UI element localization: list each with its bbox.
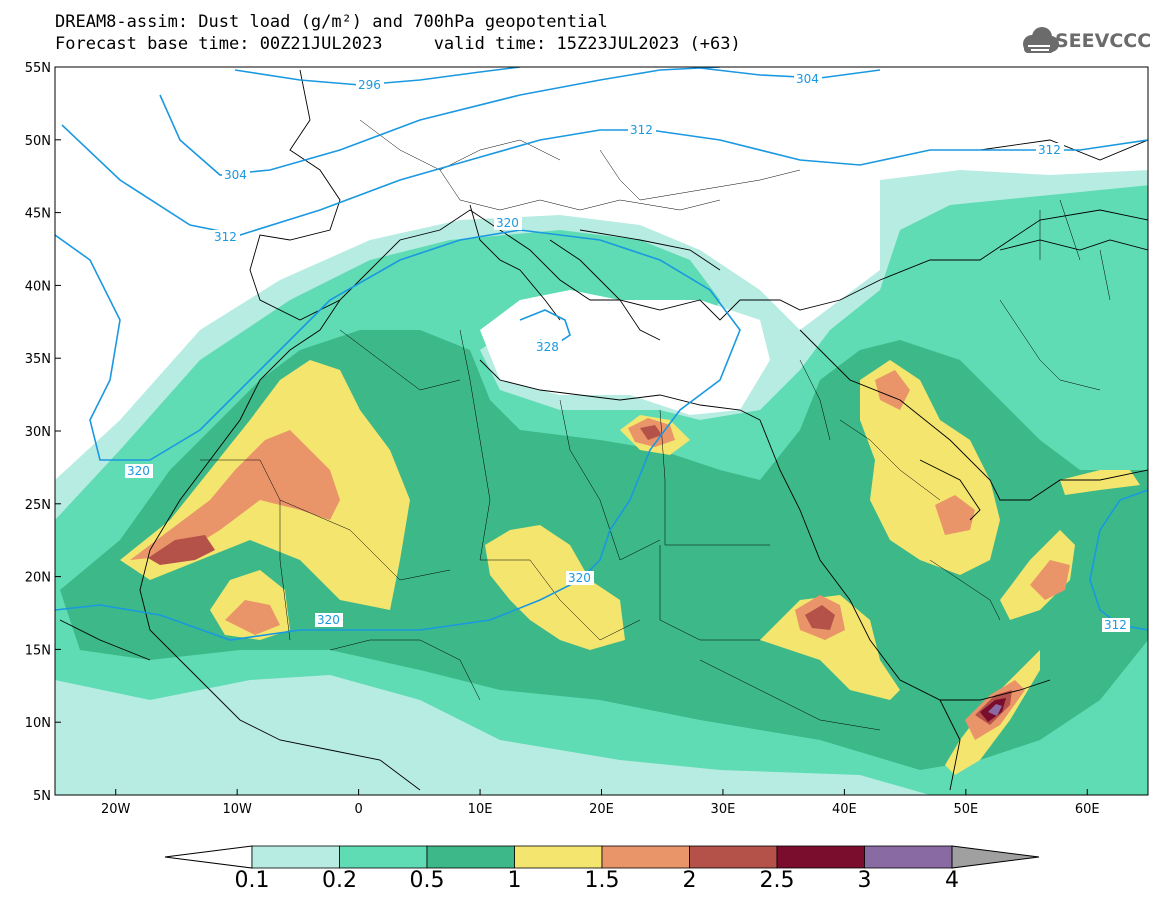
lon-tick-label: 50E [953, 802, 978, 817]
contour-labels: 296 304 304 312 312 312 320 320 320 320 … [125, 72, 1130, 632]
colorbar-label: 4 [945, 868, 959, 893]
colorbar-label: 3 [857, 868, 872, 893]
lat-tick-label: 30N [25, 425, 51, 440]
svg-text:312: 312 [630, 123, 653, 137]
colorbar-swatch [601, 845, 690, 869]
colorbar-swatch [514, 845, 603, 869]
svg-text:296: 296 [358, 78, 381, 92]
map-subtitle: Forecast base time: 00Z21JUL2023 valid t… [55, 34, 741, 54]
axis-ticks: 20W 10W 0 10E 20E 30E 40E 50E 60E 55N 50N 45N 40N 35N… [25, 61, 1100, 817]
svg-text:320: 320 [127, 464, 150, 478]
contour-304-east [699, 67, 881, 79]
lon-tick-label: 40E [832, 802, 857, 817]
dust-level-4-sudan [760, 595, 900, 700]
svg-text:320: 320 [317, 613, 340, 627]
dust-level-5-arabia-s [935, 495, 975, 535]
dust-level-6-west [148, 535, 215, 565]
contour-296 [234, 67, 521, 86]
colorbar-swatch [251, 845, 340, 869]
lon-tick-label: 10W [222, 802, 252, 817]
logo-text: SEEVCCC [1055, 30, 1152, 52]
dust-clear-africa-south [55, 680, 930, 795]
lat-tick-label: 15N [25, 643, 51, 658]
colorbar-label: 0.1 [234, 868, 270, 893]
lat-tick-label: 5N [33, 789, 51, 804]
lat-tick-label: 45N [25, 207, 51, 222]
colorbar-under-triangle [164, 845, 253, 869]
dust-level-6-sudan [805, 605, 835, 630]
colorbar-swatch [776, 845, 865, 869]
svg-text:312: 312 [1038, 143, 1061, 157]
cloud-icon [1023, 27, 1059, 53]
colorbar-label: 1.5 [584, 868, 620, 893]
contour-320 [55, 229, 741, 641]
coastlines [59, 69, 1148, 791]
dust-level-5-west [130, 430, 340, 560]
colorbar-label: 0.2 [322, 868, 357, 893]
contour-304-west [159, 67, 721, 176]
svg-text:304: 304 [224, 168, 247, 182]
dust-level-5-mali [225, 600, 280, 635]
dust-level-4-oman [1000, 530, 1075, 620]
svg-text:312: 312 [214, 230, 237, 244]
colorbar-swatch [864, 845, 953, 869]
map-title: DREAM8-assim: Dust load (g/m²) and 700hP… [55, 12, 608, 32]
lon-tick-label: 0 [354, 802, 362, 817]
lat-tick-label: 55N [25, 61, 51, 76]
svg-text:328: 328 [536, 340, 559, 354]
lat-tick-label: 20N [25, 571, 51, 586]
colorbar-over-triangle [951, 845, 1040, 869]
lat-tick-label: 40N [25, 279, 51, 294]
dust-clear-mediterranean [480, 290, 770, 415]
dust-level-5-arabia [875, 370, 910, 410]
colorbar-label: 2 [682, 868, 697, 893]
lat-tick-label: 35N [25, 352, 51, 367]
dust-field [55, 170, 1148, 795]
svg-text:320: 320 [496, 216, 519, 230]
lon-tick-label: 30E [711, 802, 736, 817]
svg-text:304: 304 [796, 72, 819, 86]
svg-text:312: 312 [1104, 618, 1127, 632]
colorbar-swatch [339, 845, 428, 869]
lat-tick-label: 25N [25, 498, 51, 513]
lat-tick-label: 50N [25, 134, 51, 149]
colorbar-label: 1 [507, 868, 522, 893]
dust-level-4-chad [485, 525, 625, 650]
colorbar-label: 0.5 [409, 868, 445, 893]
lon-tick-label: 60E [1075, 802, 1100, 817]
colorbar-label: 2.5 [759, 868, 795, 893]
lon-tick-label: 10E [468, 802, 493, 817]
dust-level-5-oman [1030, 560, 1070, 600]
svg-text:320: 320 [568, 571, 591, 585]
lon-tick-label: 20E [589, 802, 614, 817]
lon-tick-label: 20W [101, 802, 131, 817]
colorbar [164, 845, 1040, 869]
colorbar-swatch [689, 845, 778, 869]
lat-tick-label: 10N [25, 716, 51, 731]
dust-level-8-somalia [988, 704, 1002, 716]
dust-level-6-libya [640, 425, 662, 440]
colorbar-swatch [426, 845, 515, 869]
